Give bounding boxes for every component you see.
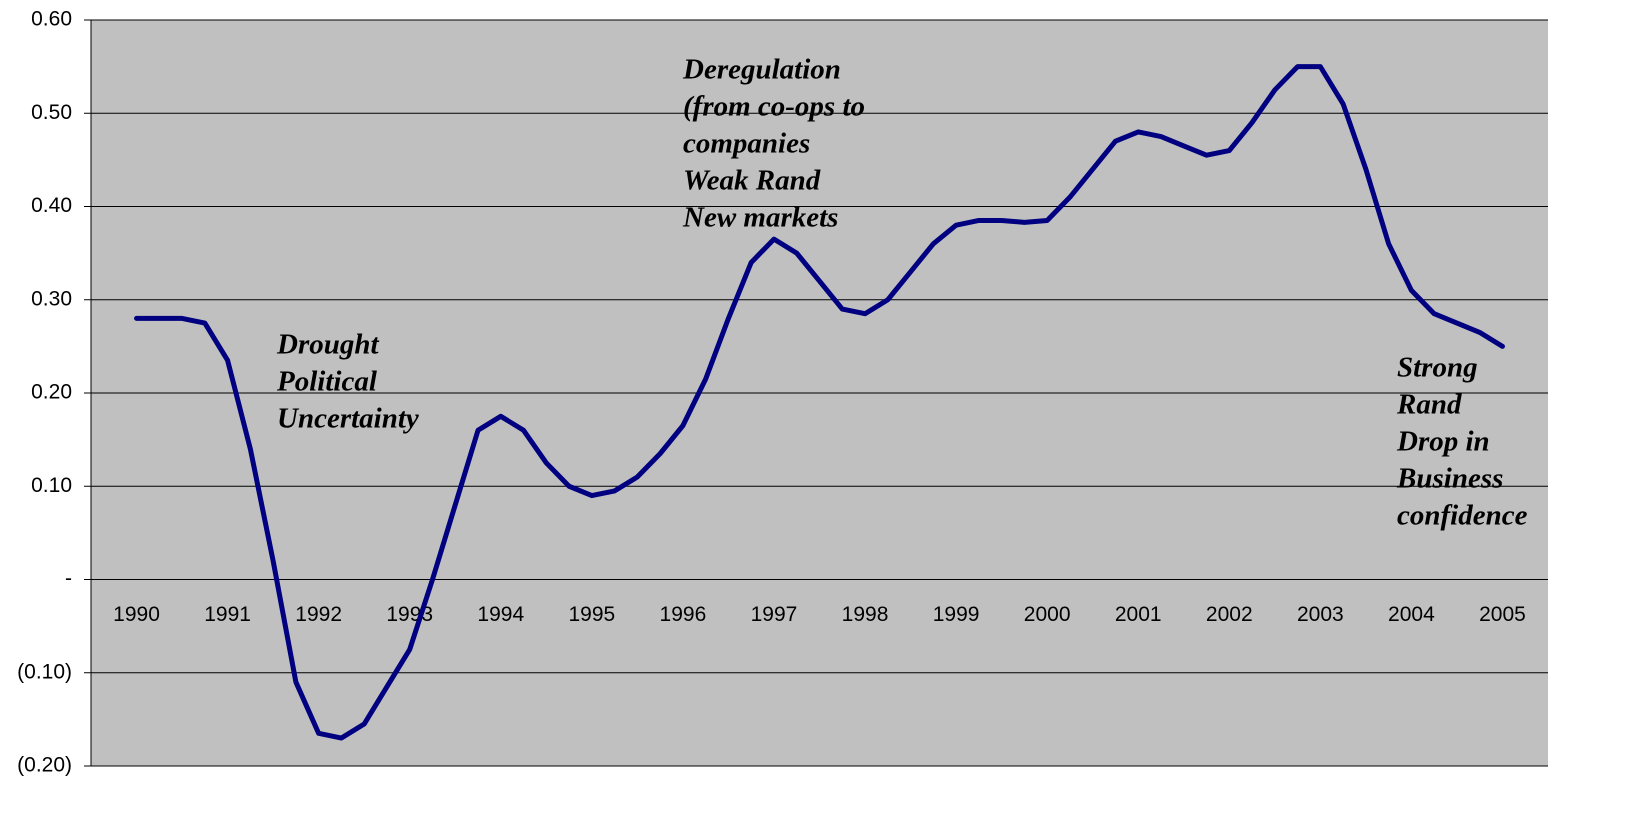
annotation: Rand xyxy=(1396,389,1462,421)
x-tick-label: 1998 xyxy=(842,603,889,626)
x-tick-label: 1996 xyxy=(660,603,707,626)
annotation: companies xyxy=(683,128,810,160)
annotation: Drop in xyxy=(1396,426,1490,458)
x-tick-label: 1995 xyxy=(568,603,615,626)
annotation: Deregulation xyxy=(682,54,841,86)
y-tick-label: 0.40 xyxy=(31,194,72,217)
y-tick-label: 0.20 xyxy=(31,381,72,404)
x-tick-label: 2004 xyxy=(1388,603,1435,626)
y-tick-label: - xyxy=(65,567,72,590)
y-tick-label: (0.20) xyxy=(17,754,72,777)
annotation: Political xyxy=(276,366,378,398)
annotation: Drought xyxy=(276,329,379,361)
y-tick-label: 0.30 xyxy=(31,287,72,310)
y-tick-label: (0.10) xyxy=(17,660,72,683)
annotation: Strong xyxy=(1397,352,1478,384)
x-tick-label: 2001 xyxy=(1115,603,1162,626)
x-tick-label: 1997 xyxy=(751,603,798,626)
line xyxy=(134,64,1505,741)
x-tick-label: 2003 xyxy=(1297,603,1344,626)
x-tick-label: 1992 xyxy=(295,603,342,626)
x-tick-label: 2002 xyxy=(1206,603,1253,626)
y-tick-label: 0.50 xyxy=(31,101,72,124)
x-tick-label: 1990 xyxy=(113,603,160,626)
annotation: New markets xyxy=(682,202,838,234)
x-tick-label: 2005 xyxy=(1479,603,1526,626)
x-tick-label: 1991 xyxy=(204,603,251,626)
annotation: (from co-ops to xyxy=(683,91,865,123)
x-tick-label: 1999 xyxy=(933,603,980,626)
y-tick-label: 0.60 xyxy=(31,8,72,31)
y-tick-label: 0.10 xyxy=(31,474,72,497)
x-tick-label: 1994 xyxy=(477,603,524,626)
annotation: Business xyxy=(1396,463,1503,495)
annotation: Weak Rand xyxy=(683,165,821,197)
x-tick-label: 2000 xyxy=(1024,603,1071,626)
annotation: Uncertainty xyxy=(277,403,419,435)
annotation: confidence xyxy=(1397,500,1528,532)
